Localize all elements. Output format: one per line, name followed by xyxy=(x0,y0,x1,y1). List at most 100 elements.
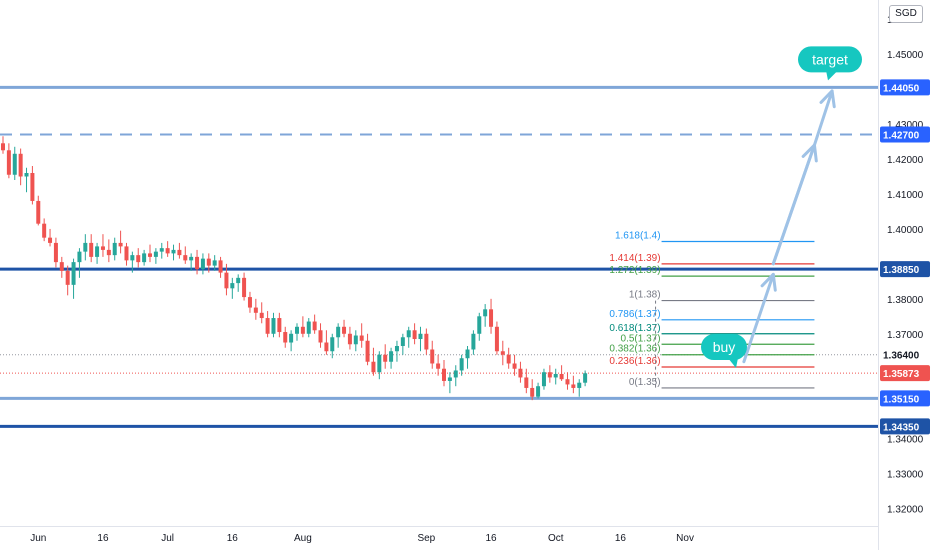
price-label-bg xyxy=(880,261,930,278)
x-tick-label: Oct xyxy=(548,533,564,544)
candle-body xyxy=(406,330,411,338)
candle-body xyxy=(271,318,276,334)
candle-body xyxy=(24,173,29,177)
fib-level-label: 0(1.35) xyxy=(629,377,661,388)
price-axis-label: 1.35873 xyxy=(883,369,920,380)
candle-body xyxy=(536,386,541,397)
fib-level-label: 0.786(1.37) xyxy=(609,309,660,320)
price-axis-border xyxy=(878,0,879,550)
candle-body xyxy=(436,363,441,369)
x-tick-label: Aug xyxy=(294,533,312,544)
candle-body xyxy=(53,242,58,263)
candle-body xyxy=(42,223,47,238)
candle-body xyxy=(318,330,323,343)
price-axis-label: 1.38850 xyxy=(883,265,920,276)
y-tick-label: 1.43000 xyxy=(887,120,924,131)
candle-body xyxy=(136,255,141,263)
candle-body xyxy=(148,253,152,257)
candle-body xyxy=(353,335,358,345)
candle-body xyxy=(177,249,182,256)
candle-body xyxy=(236,277,241,284)
callout-tail xyxy=(826,70,838,81)
candle-body xyxy=(6,150,11,175)
candle-body xyxy=(312,321,317,331)
candle-body xyxy=(371,361,376,373)
candle-body xyxy=(12,153,17,175)
x-tick-label: Sep xyxy=(417,533,435,544)
y-tick-label: 1.37000 xyxy=(887,330,924,341)
y-tick-label: 1.32000 xyxy=(887,505,924,516)
price-axis-label: 1.36400 xyxy=(883,351,920,362)
path-arrow xyxy=(742,272,775,364)
candle-body xyxy=(118,242,123,247)
path-arrow-head xyxy=(819,89,836,109)
candle-body xyxy=(565,379,570,385)
price-axis-label: 1.35150 xyxy=(883,394,920,405)
fib-level-label: 1.272(1.39) xyxy=(609,265,660,276)
x-tick-label: Nov xyxy=(676,533,694,544)
callout-bubble xyxy=(798,46,862,73)
callout-bubble xyxy=(701,334,747,361)
y-tick-label: 1.33000 xyxy=(887,470,924,481)
candle-body xyxy=(442,368,446,381)
candle-body xyxy=(200,258,205,270)
candle-body xyxy=(359,335,364,341)
candle-body xyxy=(106,249,111,256)
path-arrow xyxy=(771,143,816,266)
candle-body xyxy=(295,326,299,334)
candle-body xyxy=(212,260,217,266)
time-axis-border xyxy=(0,526,878,527)
candle-body xyxy=(324,342,329,352)
candle-body xyxy=(494,326,499,352)
candle-body xyxy=(389,351,394,362)
candle-body xyxy=(571,384,576,388)
candle-body xyxy=(471,333,476,350)
candle-body xyxy=(394,346,399,352)
candle-body xyxy=(453,370,458,378)
currency-badge[interactable]: SGD xyxy=(889,5,923,23)
x-tick-label: 16 xyxy=(227,533,239,544)
candle-body xyxy=(247,297,252,308)
candle-body xyxy=(95,246,100,257)
y-tick-label: 1.42000 xyxy=(887,155,924,166)
candle-body xyxy=(418,333,423,340)
x-tick-label: 16 xyxy=(97,533,109,544)
candle-body xyxy=(506,354,511,364)
candle-body xyxy=(342,326,347,334)
y-tick-label: 1.45000 xyxy=(887,50,924,61)
price-label-bg xyxy=(880,346,930,363)
y-tick-label: 1.34000 xyxy=(887,435,924,446)
candle-body xyxy=(1,143,5,151)
candle-body xyxy=(283,332,288,343)
fib-level-label: 0.382(1.36) xyxy=(609,344,660,355)
candle-body xyxy=(489,309,494,327)
fib-level-label: 1.618(1.4) xyxy=(615,231,661,242)
price-axis-label: 1.42700 xyxy=(883,131,920,142)
y-tick-label: 1.41000 xyxy=(887,190,924,201)
candle-body xyxy=(553,373,558,378)
candle-body xyxy=(459,358,464,371)
candle-body xyxy=(242,277,247,298)
fib-level-label: 0.618(1.37) xyxy=(609,323,660,334)
price-axis-label: 1.44050 xyxy=(883,83,920,94)
candle-body xyxy=(159,248,164,252)
candle-body xyxy=(142,253,147,263)
candle-body xyxy=(424,333,429,350)
y-tick-label: 1.40000 xyxy=(887,225,924,236)
candle-body xyxy=(48,237,53,243)
price-axis-label: 1.34350 xyxy=(883,422,920,433)
x-tick-label: Jul xyxy=(161,533,174,544)
candle-body xyxy=(153,251,158,257)
fib-level-label: 1.414(1.39) xyxy=(609,253,660,264)
candle-body xyxy=(171,249,176,254)
candle-body xyxy=(577,382,582,388)
candle-body xyxy=(530,387,535,397)
candle-body xyxy=(400,337,405,347)
y-tick-label: 1.38000 xyxy=(887,295,924,306)
candle-body xyxy=(230,283,235,289)
x-tick-label: 16 xyxy=(615,533,627,544)
x-tick-label: Jun xyxy=(30,533,46,544)
candle-body xyxy=(447,377,452,381)
